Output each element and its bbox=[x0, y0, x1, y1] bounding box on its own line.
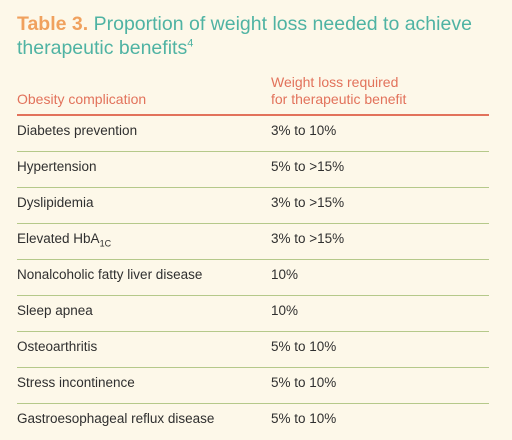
complication-cell: Osteoarthritis bbox=[17, 339, 98, 354]
weight-loss-cell: 10% bbox=[271, 303, 299, 318]
table-row: Gastroesophageal reflux disease 5% to 10… bbox=[17, 404, 489, 439]
table-number: Table 3. bbox=[17, 13, 89, 35]
complication-cell: Diabetes prevention bbox=[17, 123, 138, 138]
weight-loss-cell: 3% to 10% bbox=[271, 123, 337, 138]
complication-cell: Nonalcoholic fatty liver disease bbox=[17, 267, 203, 282]
table-row: Stress incontinence 5% to 10% bbox=[17, 368, 489, 404]
complication-cell: Hypertension bbox=[17, 159, 97, 174]
table-row: Dyslipidemia 3% to >15% bbox=[17, 188, 489, 224]
weight-loss-cell: 3% to >15% bbox=[271, 231, 345, 246]
weight-loss-cell: 3% to >15% bbox=[271, 195, 345, 210]
weight-loss-cell: 5% to 10% bbox=[271, 375, 337, 390]
column-header-weight-loss-line2: for therapeutic benefit bbox=[271, 91, 407, 107]
table-row: Nonalcoholic fatty liver disease 10% bbox=[17, 260, 489, 296]
complication-text: Elevated HbA bbox=[17, 231, 100, 246]
complication-subscript: 1C bbox=[99, 238, 112, 249]
table-title-text: Proportion of weight loss needed to achi… bbox=[17, 13, 472, 59]
complication-cell: Dyslipidemia bbox=[17, 195, 94, 210]
weight-loss-cell: 5% to 10% bbox=[271, 339, 337, 354]
complication-cell: Stress incontinence bbox=[17, 375, 135, 390]
complication-cell: Sleep apnea bbox=[17, 303, 93, 318]
table-row: Hypertension 5% to >15% bbox=[17, 152, 489, 188]
column-header-complication: Obesity complication bbox=[17, 91, 147, 107]
column-header-weight-loss-line1: Weight loss required bbox=[271, 74, 399, 90]
reference-superscript: 4 bbox=[187, 37, 194, 50]
weight-loss-cell: 10% bbox=[271, 267, 299, 282]
table-row: Elevated HbA1C 3% to >15% bbox=[17, 224, 489, 260]
weight-loss-cell: 5% to 10% bbox=[271, 411, 337, 426]
table-row: Sleep apnea 10% bbox=[17, 296, 489, 332]
table-title: Table 3. Proportion of weight loss neede… bbox=[17, 12, 497, 60]
column-header-weight-loss: Weight loss required for therapeutic ben… bbox=[271, 74, 406, 108]
complication-cell: Gastroesophageal reflux disease bbox=[17, 411, 215, 426]
table-body: Diabetes prevention 3% to 10% Hypertensi… bbox=[17, 116, 489, 439]
table-row: Diabetes prevention 3% to 10% bbox=[17, 116, 489, 152]
header-divider bbox=[17, 114, 489, 116]
complication-cell: Elevated HbA1C bbox=[17, 231, 112, 249]
table-row: Osteoarthritis 5% to 10% bbox=[17, 332, 489, 368]
weight-loss-cell: 5% to >15% bbox=[271, 159, 345, 174]
